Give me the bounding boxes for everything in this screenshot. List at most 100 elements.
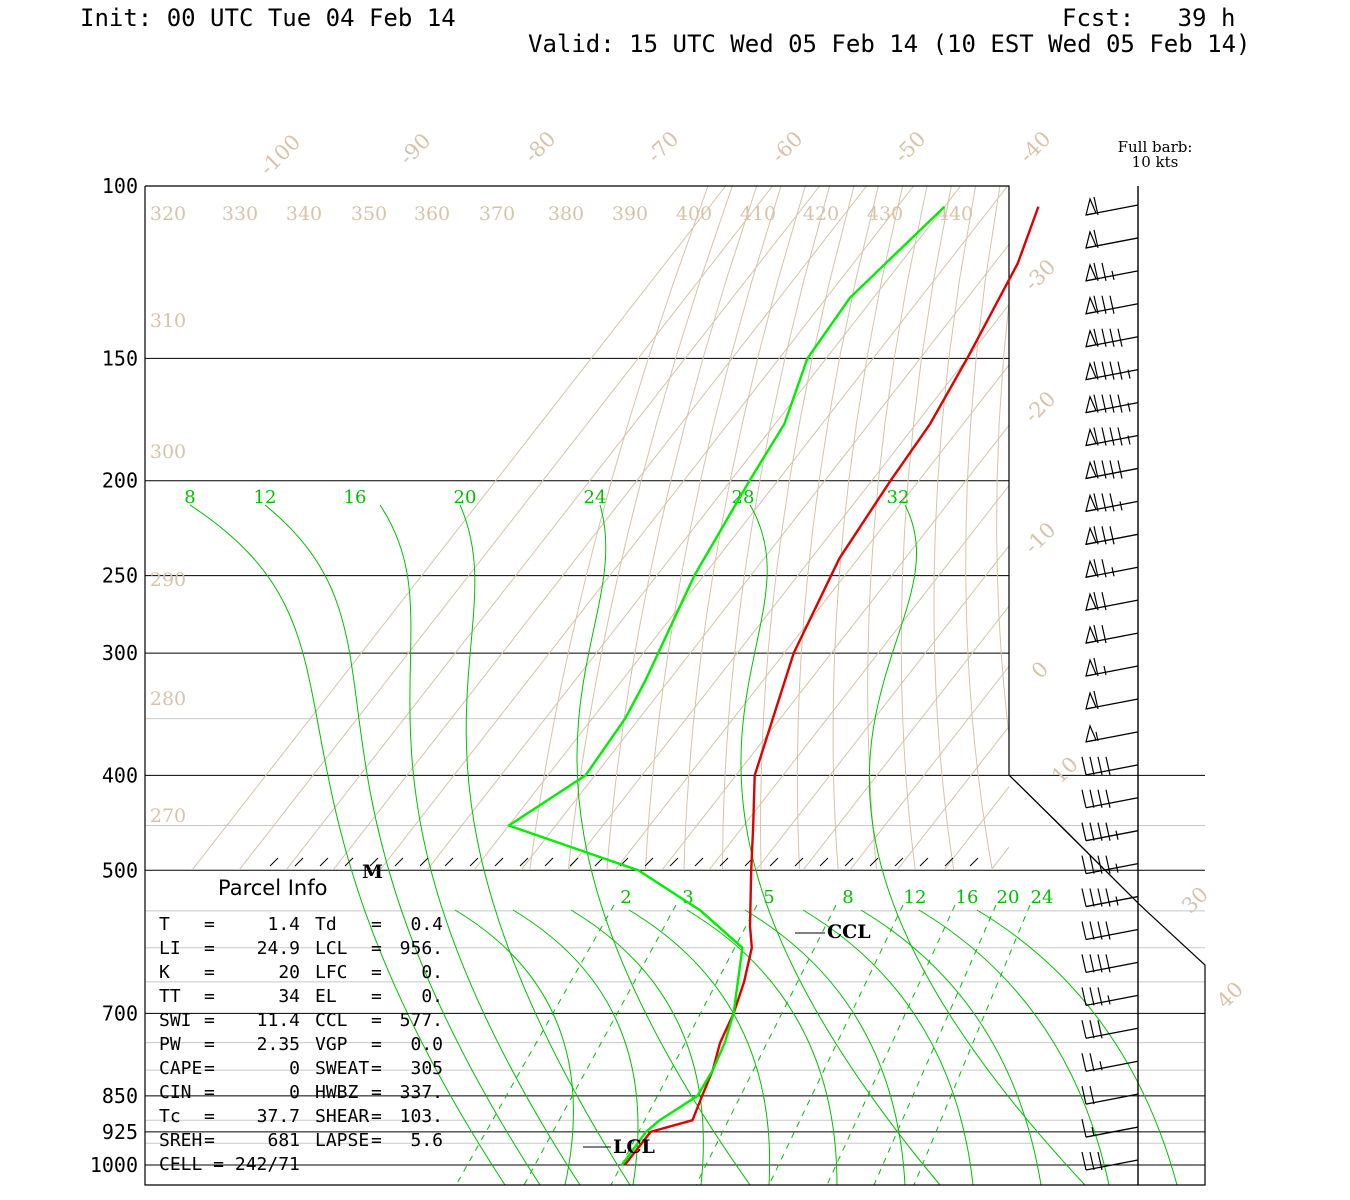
parcel-key: Tc [159, 1106, 181, 1127]
pressure-label: 300 [102, 641, 138, 665]
parcel-value: 0. [421, 962, 443, 983]
parcel-key: LAPSE [315, 1130, 369, 1151]
dry-adiabat [832, 186, 904, 870]
theta-label-left: 280 [150, 688, 186, 710]
mixing-ratio-curve [379, 504, 581, 1186]
wind-barb [1085, 394, 1139, 414]
parcel-value: 5.6 [410, 1130, 443, 1151]
hatch-mark [544, 857, 554, 867]
theta-label: 320 [150, 203, 186, 225]
hatch-mark [894, 857, 904, 867]
ccl-label: CCL [827, 921, 871, 943]
parcel-value: 0 [289, 1058, 300, 1079]
mixing-ratio-label: 12 [254, 487, 277, 508]
wind-barbs [1081, 196, 1139, 1171]
isotherm-label: -30 [1020, 255, 1061, 296]
mixing-ratio-label: 20 [454, 487, 477, 508]
isotherm-label: -90 [395, 129, 436, 170]
mixing-ratio-label-lower: 8 [842, 887, 853, 908]
parcel-eq: = [204, 914, 215, 935]
parcel-key: K [159, 962, 170, 983]
isotherm-label: -40 [1015, 127, 1056, 168]
isotherm [943, 785, 1009, 870]
wind-barb [1081, 1053, 1139, 1072]
m-marker: M [362, 861, 383, 883]
theta-label-left: 310 [150, 310, 186, 332]
parcel-eq: = [204, 1106, 215, 1127]
parcel-key: EL [315, 986, 337, 1007]
parcel-eq: = [371, 1034, 382, 1055]
isotherm-label: -10 [1020, 518, 1061, 559]
parcel-eq: = [204, 962, 215, 983]
hatch-mark [869, 857, 879, 867]
dry-adiabat [796, 186, 879, 870]
isotherm [661, 424, 1009, 870]
isotherm-label: 30 [1177, 882, 1213, 918]
isotherm-label: -20 [1020, 387, 1061, 428]
isotherm-label: -60 [767, 127, 808, 168]
dry-adiabat [1140, 186, 1350, 1165]
parcel-key: Td [315, 914, 337, 935]
moist-adiabat [686, 909, 838, 1186]
pressure-label: 925 [102, 1120, 138, 1144]
isotherm [238, 186, 774, 870]
wind-barb [1081, 921, 1139, 941]
dry-adiabat [722, 186, 831, 870]
parcel-eq: = [371, 938, 382, 959]
hatch-mark [769, 857, 779, 867]
wind-barb [1081, 888, 1139, 908]
header-forecast-hour: Fcst: 39 h [1062, 4, 1236, 32]
parcel-eq: = [371, 962, 382, 983]
parcel-eq: = [204, 1034, 215, 1055]
isotherm-label: 0 [1027, 657, 1053, 683]
parcel-key: SWEAT [315, 1058, 369, 1079]
mixing-ratio-label-lower: 24 [1031, 887, 1054, 908]
hatch-mark [269, 857, 279, 867]
moist-adiabat [570, 909, 704, 1186]
mixing-ratio-curve [459, 504, 631, 1186]
hatch-mark [294, 857, 304, 867]
parcel-eq: = [204, 986, 215, 1007]
wind-barb [1081, 1086, 1139, 1105]
wind-barb [1081, 954, 1139, 974]
isotherm-label: -100 [255, 130, 305, 180]
isotherm [614, 364, 1009, 870]
parcel-eq: = [371, 1082, 382, 1103]
wind-barb [1081, 756, 1139, 776]
mixing-ratio-curve [740, 504, 941, 1186]
parcel-value: 0.4 [410, 914, 443, 935]
isotherm-label: -50 [890, 127, 931, 168]
mixing-ratio-label-lower: 3 [682, 887, 693, 908]
mixing-ratio-label: 32 [887, 487, 910, 508]
parcel-key: T [159, 914, 170, 935]
isotherm [285, 186, 821, 870]
dry-adiabat [900, 186, 952, 870]
wind-barb [1085, 328, 1139, 348]
wind-barb [1081, 1151, 1139, 1171]
wind-barb [1085, 427, 1139, 447]
parcel-value: 1.4 [267, 914, 300, 935]
barb-legend-line1: Full barb: [1118, 138, 1193, 156]
dry-adiabat [1193, 186, 1350, 1165]
isotherm [379, 186, 915, 870]
mixing-ratio-curve [189, 504, 506, 1186]
isotherm [426, 186, 962, 870]
theta-label: 390 [612, 203, 648, 225]
theta-label: 440 [937, 203, 973, 225]
isotherm-label: 10 [1047, 752, 1083, 788]
header-valid-time: Valid: 15 UTC Wed 05 Feb 14 (10 EST Wed … [528, 30, 1251, 58]
parcel-eq: = [371, 1058, 382, 1079]
pressure-label: 100 [102, 174, 138, 198]
moist-adiabat [802, 909, 974, 1186]
hatch-mark [444, 857, 454, 867]
hatch-mark [919, 857, 929, 867]
frame-diagonal [1008, 774, 1141, 906]
pressure-label: 850 [102, 1084, 138, 1108]
wind-barb [1085, 196, 1139, 216]
pressure-label: 1000 [90, 1153, 138, 1177]
dry-adiabat [1219, 186, 1350, 1165]
parcel-value: 37.7 [257, 1106, 300, 1127]
theta-label: 330 [222, 203, 258, 225]
moist-adiabat [860, 909, 1042, 1186]
